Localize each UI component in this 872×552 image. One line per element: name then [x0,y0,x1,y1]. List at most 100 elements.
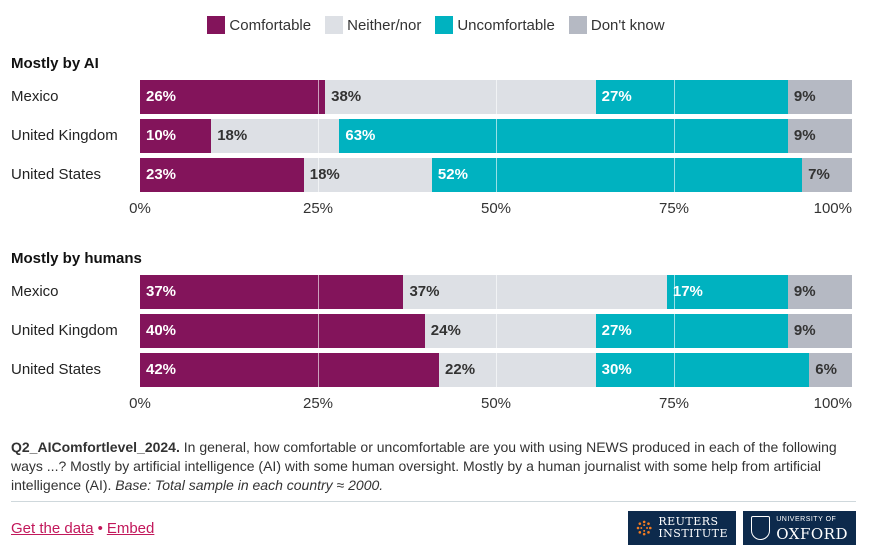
reuters-logo-line-2: INSTITUTE [658,527,728,540]
panel-mostly-by-humans: Mostly by humans Mexico 37% 37% 17% 9% United … [0,250,872,420]
bar-segment [140,275,404,309]
bar-row: 37% 37% 17% 9% [140,275,852,309]
gridline [674,353,675,387]
gridline [318,275,319,309]
data-label: 27% [601,322,632,339]
data-label: 63% [345,127,376,144]
legend-item: Comfortable [207,16,311,34]
category-label: Mexico [11,283,59,300]
bar-segment [140,314,425,348]
data-label: 9% [793,322,816,339]
gridline [674,119,675,153]
x-tick-label: 50% [480,200,512,217]
bar-segment [595,80,788,114]
gridline [318,80,319,114]
gridline [674,314,675,348]
gridline [318,158,319,192]
embed-link[interactable]: Embed [106,520,155,537]
reuters-dots-icon [636,520,652,536]
gridline [318,353,319,387]
base-note: Base: Total sample in each country ≈ 200… [115,477,384,493]
bar-row: 23% 18% 52% 7% [140,158,852,192]
legend-label: Neither/nor [347,16,422,34]
data-label: 30% [601,361,632,378]
oxford-logo-small: UNIVERSITY OF [776,516,837,523]
data-label: 37% [409,283,440,300]
legend-label: Don't know [590,16,665,34]
data-label: 24% [430,322,461,339]
data-label: 38% [331,88,362,105]
question-text: In general, how comfortable or uncomfort… [11,439,837,493]
category-label: United Kingdom [11,322,118,339]
bar-segment [787,275,852,309]
gridline [496,314,497,348]
question-note: Q2_AIComfortlevel_2024. In general, how … [11,438,856,495]
footer-links: Get the data • Embed [11,520,154,537]
data-label: 26% [146,88,177,105]
data-label: 17% [672,283,703,300]
bar-segment [303,158,432,192]
x-tick-label: 75% [658,395,690,412]
gridline [318,314,319,348]
bar-segment [140,158,304,192]
bar-segment [325,80,596,114]
gridline [674,275,675,309]
get-the-data-link[interactable]: Get the data [11,520,94,537]
data-label: 9% [793,283,816,300]
bar-segment [595,314,788,348]
bar-row: 26% 38% 27% 9% [140,80,852,114]
legend-item: Don't know [568,16,665,34]
legend-label: Uncomfortable [457,16,555,34]
panel-title: Mostly by AI [11,55,99,72]
legend-label: Comfortable [229,16,312,34]
x-tick-label: 75% [658,200,690,217]
x-tick-label: 100% [813,395,852,412]
bar-segment [439,353,596,387]
bar-segment [666,275,788,309]
panel-mostly-by-ai: Mostly by AI Mexico 26% 38% 27% 9% United King… [0,55,872,225]
oxford-university-logo[interactable]: UNIVERSITY OF OXFORD [743,511,856,545]
bar-segment [424,314,596,348]
bar-segment [339,119,788,153]
gridline [496,119,497,153]
gridline [496,353,497,387]
bar-segment [140,353,440,387]
bar-segment [787,80,852,114]
oxford-logo-text: UNIVERSITY OF OXFORD [776,514,848,542]
category-label: United States [11,166,102,183]
bar-row: 10% 18% 63% 9% [140,119,852,153]
reuters-logo-text: REUTERS INSTITUTE [658,516,728,540]
legend-swatch [568,16,587,34]
gridline [674,80,675,114]
bar-segment [787,314,852,348]
data-label: 9% [793,127,816,144]
bar-segment [802,158,852,192]
reuters-logo-line-1: REUTERS [658,515,719,528]
data-label: 42% [146,361,177,378]
data-label: 6% [815,361,837,378]
data-label: 18% [309,166,340,183]
footer-separator: • [97,520,103,537]
reuters-institute-logo[interactable]: REUTERS INSTITUTE [628,511,736,545]
gridline [318,119,319,153]
x-tick-label: 100% [813,200,852,217]
oxford-logo-big: OXFORD [776,525,848,543]
data-label: 23% [146,166,177,183]
oxford-crest-icon [751,516,771,540]
bar-segment [809,353,852,387]
legend-swatch [325,16,344,34]
x-tick-label: 25% [302,200,334,217]
bar-segment [211,119,340,153]
legend-swatch [435,16,454,34]
bar-segment [403,275,667,309]
data-label: 40% [146,322,177,339]
bar-segment [787,119,852,153]
legend-swatch [207,16,226,34]
bar-row: 40% 24% 27% 9% [140,314,852,348]
bar-segment [140,80,326,114]
legend: Comfortable Neither/nor Uncomfortable Don't… [0,16,872,34]
legend-item: Uncomfortable [435,16,555,34]
gridline [496,80,497,114]
data-label: 27% [601,88,632,105]
panel-title: Mostly by humans [11,250,142,267]
